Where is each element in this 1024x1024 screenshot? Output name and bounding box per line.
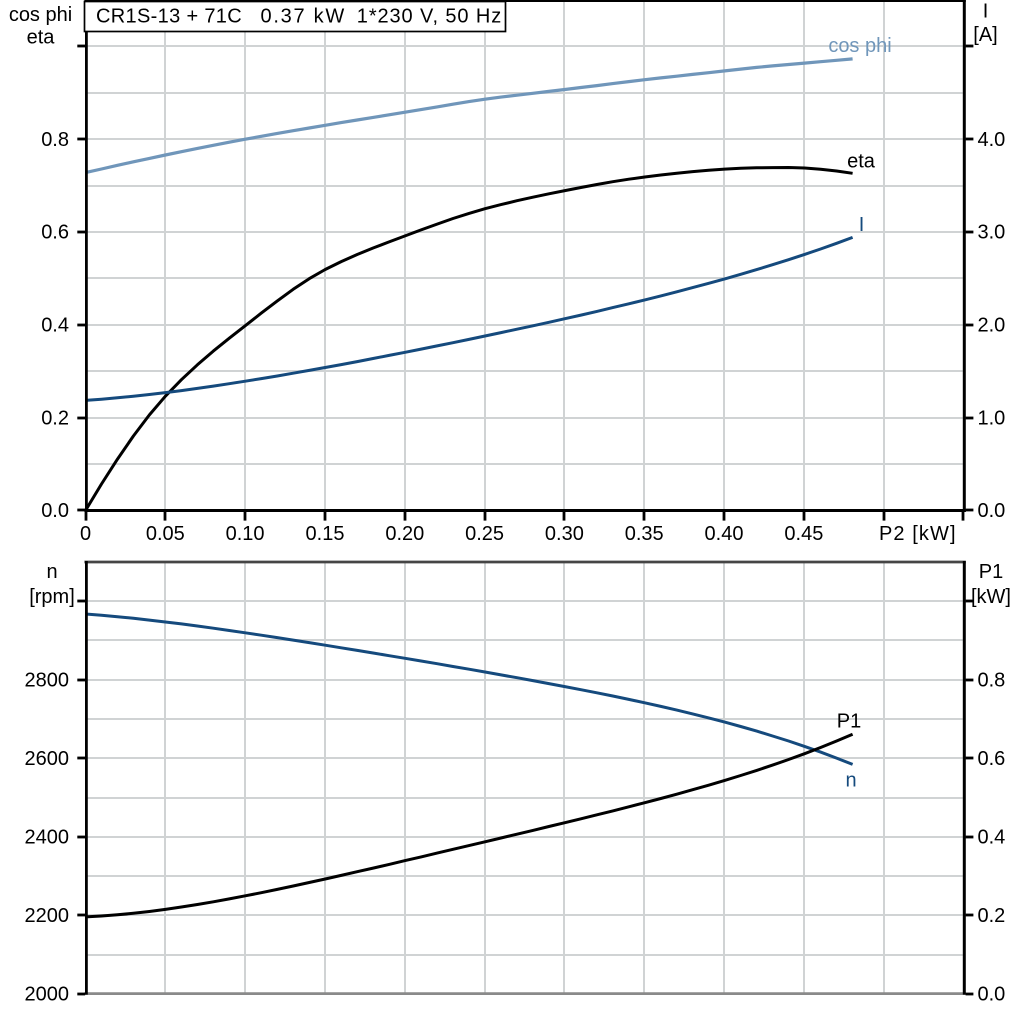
svg-text:0.37 kW: 0.37 kW [261,6,345,28]
svg-text:2800: 2800 [25,669,70,691]
svg-text:2.0: 2.0 [978,315,1006,337]
svg-text:1.0: 1.0 [978,407,1006,429]
svg-text:[rpm]: [rpm] [29,586,75,608]
svg-text:eta: eta [847,151,876,173]
svg-text:cos phi: cos phi [828,35,891,57]
svg-text:P1: P1 [979,561,1003,583]
svg-text:[A]: [A] [973,24,997,46]
svg-text:P2 [kW]: P2 [kW] [879,523,956,545]
svg-text:0.20: 0.20 [385,523,424,545]
svg-text:0.35: 0.35 [625,523,664,545]
svg-text:2000: 2000 [25,984,70,1006]
svg-text:0.2: 0.2 [978,905,1006,927]
svg-text:2200: 2200 [25,905,70,927]
svg-text:4.0: 4.0 [978,129,1006,151]
svg-text:0.8: 0.8 [41,129,69,151]
svg-text:0.05: 0.05 [146,523,185,545]
svg-text:[kW]: [kW] [971,586,1011,608]
svg-text:0.6: 0.6 [41,222,69,244]
svg-text:0.0: 0.0 [41,500,69,522]
svg-text:3.0: 3.0 [978,222,1006,244]
svg-text:n: n [845,770,856,792]
svg-text:eta: eta [27,27,56,49]
svg-text:0.40: 0.40 [705,523,744,545]
svg-text:I: I [983,1,989,23]
svg-text:0.45: 0.45 [784,523,823,545]
svg-text:I: I [859,214,865,236]
svg-text:0.6: 0.6 [978,748,1006,770]
svg-text:n: n [46,561,57,583]
svg-text:1*230 V, 50 Hz: 1*230 V, 50 Hz [357,6,501,28]
svg-text:0.4: 0.4 [978,827,1006,849]
svg-text:2600: 2600 [25,748,70,770]
svg-text:CR1S-13 + 71C: CR1S-13 + 71C [96,6,242,28]
svg-text:0.30: 0.30 [545,523,584,545]
svg-text:0.2: 0.2 [41,407,69,429]
svg-text:0.15: 0.15 [306,523,345,545]
svg-text:0: 0 [80,523,91,545]
svg-text:0.25: 0.25 [465,523,504,545]
svg-text:2400: 2400 [25,827,70,849]
svg-text:P1: P1 [837,711,861,733]
svg-text:cos phi: cos phi [9,4,72,26]
svg-text:0.8: 0.8 [978,669,1006,691]
svg-text:0.0: 0.0 [978,500,1006,522]
svg-text:0.4: 0.4 [41,315,69,337]
svg-text:0.0: 0.0 [978,984,1006,1006]
svg-text:0.10: 0.10 [226,523,265,545]
